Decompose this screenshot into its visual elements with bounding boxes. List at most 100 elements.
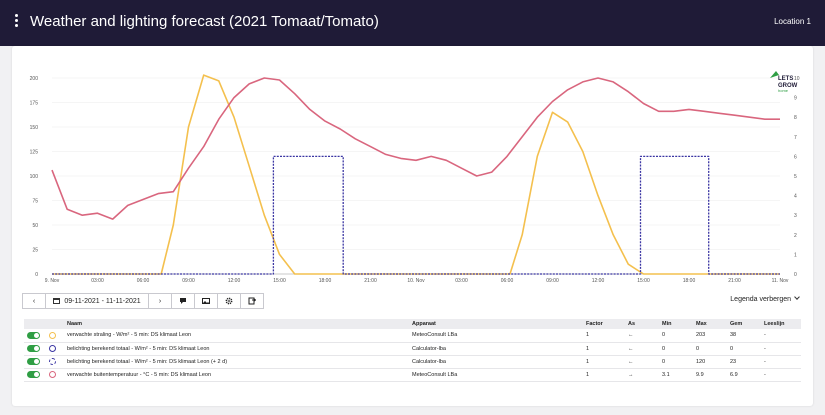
more-menu-icon[interactable] xyxy=(14,14,20,30)
series-readline: - xyxy=(761,355,801,369)
series-min: 0 xyxy=(659,329,693,343)
series-device: MeteoConsult LBa xyxy=(409,368,583,382)
series-factor: 1 xyxy=(583,368,625,382)
series-min: 0 xyxy=(659,342,693,356)
series-avg: 0 xyxy=(727,342,761,356)
x-tick-label: 06:00 xyxy=(501,278,514,284)
series-color-marker[interactable] xyxy=(49,358,56,365)
series-color-marker[interactable] xyxy=(49,345,56,352)
y-right-tick-label: 7 xyxy=(794,135,797,141)
series-min: 3.1 xyxy=(659,368,693,382)
comment-icon xyxy=(180,298,186,304)
marker-column-header xyxy=(46,319,64,329)
series-avg: 38 xyxy=(727,329,761,343)
gear-icon xyxy=(225,297,233,305)
series-line[interactable] xyxy=(51,77,780,220)
y-right-tick-label: 8 xyxy=(794,115,797,121)
series-axis-arrow-icon: → xyxy=(625,368,659,382)
y-left-tick-label: 75 xyxy=(32,199,38,205)
x-tick-label: 9. Nov xyxy=(45,278,60,284)
legend-toggle[interactable]: Legenda verbergen xyxy=(730,294,800,303)
y-left-tick-label: 100 xyxy=(30,174,39,180)
max-column-header: Max xyxy=(693,319,727,329)
export-icon xyxy=(248,297,256,305)
series-color-marker[interactable] xyxy=(49,371,56,378)
previous-period-button[interactable]: ‹ xyxy=(22,293,46,309)
calendar-icon xyxy=(53,298,61,304)
settings-button[interactable] xyxy=(217,293,241,309)
series-visibility-toggle[interactable] xyxy=(27,358,40,365)
readline-column-header: Leeslijn xyxy=(761,319,801,329)
x-tick-label: 18:00 xyxy=(683,278,696,284)
series-visibility-toggle[interactable] xyxy=(27,345,40,352)
toggle-column-header xyxy=(24,319,46,329)
series-min: 0 xyxy=(659,355,693,369)
device-column-header: Apparaat xyxy=(409,319,583,329)
y-left-tick-label: 0 xyxy=(35,272,38,278)
y-right-tick-label: 0 xyxy=(794,272,797,278)
series-visibility-toggle[interactable] xyxy=(27,331,40,339)
x-tick-label: 21:00 xyxy=(728,278,741,284)
x-tick-label: 18:00 xyxy=(319,278,332,284)
logo-text-mid: GROW xyxy=(778,83,798,89)
y-right-tick-label: 6 xyxy=(794,154,797,160)
series-line[interactable] xyxy=(52,155,780,275)
series-color-marker[interactable] xyxy=(49,331,56,339)
next-period-button[interactable]: › xyxy=(148,293,172,309)
y-right-tick-label: 10 xyxy=(794,76,800,82)
x-tick-label: 03:00 xyxy=(455,278,468,284)
series-axis-arrow-icon: ← xyxy=(625,355,659,369)
legend-header-row: Naam Apparaat Factor As Min Max Gem Lees… xyxy=(24,319,801,329)
series-visibility-toggle[interactable] xyxy=(27,371,40,378)
x-tick-label: 06:00 xyxy=(137,278,150,284)
x-tick-label: 09:00 xyxy=(182,278,195,284)
series-device: Calculator-lba xyxy=(409,342,583,356)
legend-table: Naam Apparaat Factor As Min Max Gem Lees… xyxy=(24,319,801,382)
y-right-tick-label: 4 xyxy=(794,194,797,200)
series-avg: 6.9 xyxy=(727,368,761,382)
location-selector[interactable]: Location 1 xyxy=(774,17,811,26)
x-tick-label: 12:00 xyxy=(228,278,241,284)
date-range-label: 09-11-2021 - 11-11-2021 xyxy=(64,297,141,305)
image-icon xyxy=(202,298,210,304)
date-range-picker[interactable]: 09-11-2021 - 11-11-2021 xyxy=(45,293,149,309)
factor-column-header: Factor xyxy=(583,319,625,329)
y-left-tick-label: 175 xyxy=(30,101,39,107)
series-max: 120 xyxy=(693,355,727,369)
export-button[interactable] xyxy=(240,293,264,309)
x-tick-label: 10. Nov xyxy=(407,278,425,284)
series-avg: 23 xyxy=(727,355,761,369)
logo-text-top: LETS xyxy=(778,76,793,82)
series-factor: 1 xyxy=(583,342,625,356)
y-right-tick-label: 2 xyxy=(794,233,797,239)
series-readline: - xyxy=(761,342,801,356)
chart-card: 0 25 50 75 100 125 150 175 200 0 1 2 3 4 5 6 7 8 9 10 9. N… xyxy=(12,46,813,406)
logo-text-bot: home xyxy=(778,88,789,93)
y-right-tick-label: 5 xyxy=(794,174,797,180)
y-left-tick-label: 25 xyxy=(32,248,38,254)
x-tick-label: 21:00 xyxy=(364,278,377,284)
letsgrow-logo: LETS GROW home xyxy=(770,71,798,93)
series-axis-arrow-icon: ← xyxy=(625,342,659,356)
y-right-tick-label: 9 xyxy=(794,96,797,102)
y-left-tick-label: 200 xyxy=(30,76,39,82)
min-column-header: Min xyxy=(659,319,693,329)
x-tick-label: 12:00 xyxy=(592,278,605,284)
axis-column-header: As xyxy=(625,319,659,329)
image-button[interactable] xyxy=(194,293,218,309)
comment-button[interactable] xyxy=(171,293,195,309)
legend-toggle-label: Legenda verbergen xyxy=(730,296,791,303)
chart-toolbar: ‹ 09-11-2021 - 11-11-2021 › xyxy=(22,293,264,309)
x-tick-label: 03:00 xyxy=(91,278,104,284)
y-right-tick-label: 1 xyxy=(794,252,797,258)
avg-column-header: Gem xyxy=(727,319,761,329)
series-name: belichting berekend totaal - W/m² - 5 mi… xyxy=(64,355,409,369)
series-name: verwachte straling - W/m² - 5 min: DS kl… xyxy=(64,329,409,343)
legend-row: belichting berekend totaal - W/m² - 5 mi… xyxy=(24,355,801,369)
series-max: 0 xyxy=(693,342,727,356)
series-factor: 1 xyxy=(583,329,625,343)
series-name: belichting berekend totaal - W/m² - 5 mi… xyxy=(64,342,409,356)
series-max: 203 xyxy=(693,329,727,343)
series-line[interactable] xyxy=(52,74,780,275)
x-tick-label: 11. Nov xyxy=(772,278,789,284)
